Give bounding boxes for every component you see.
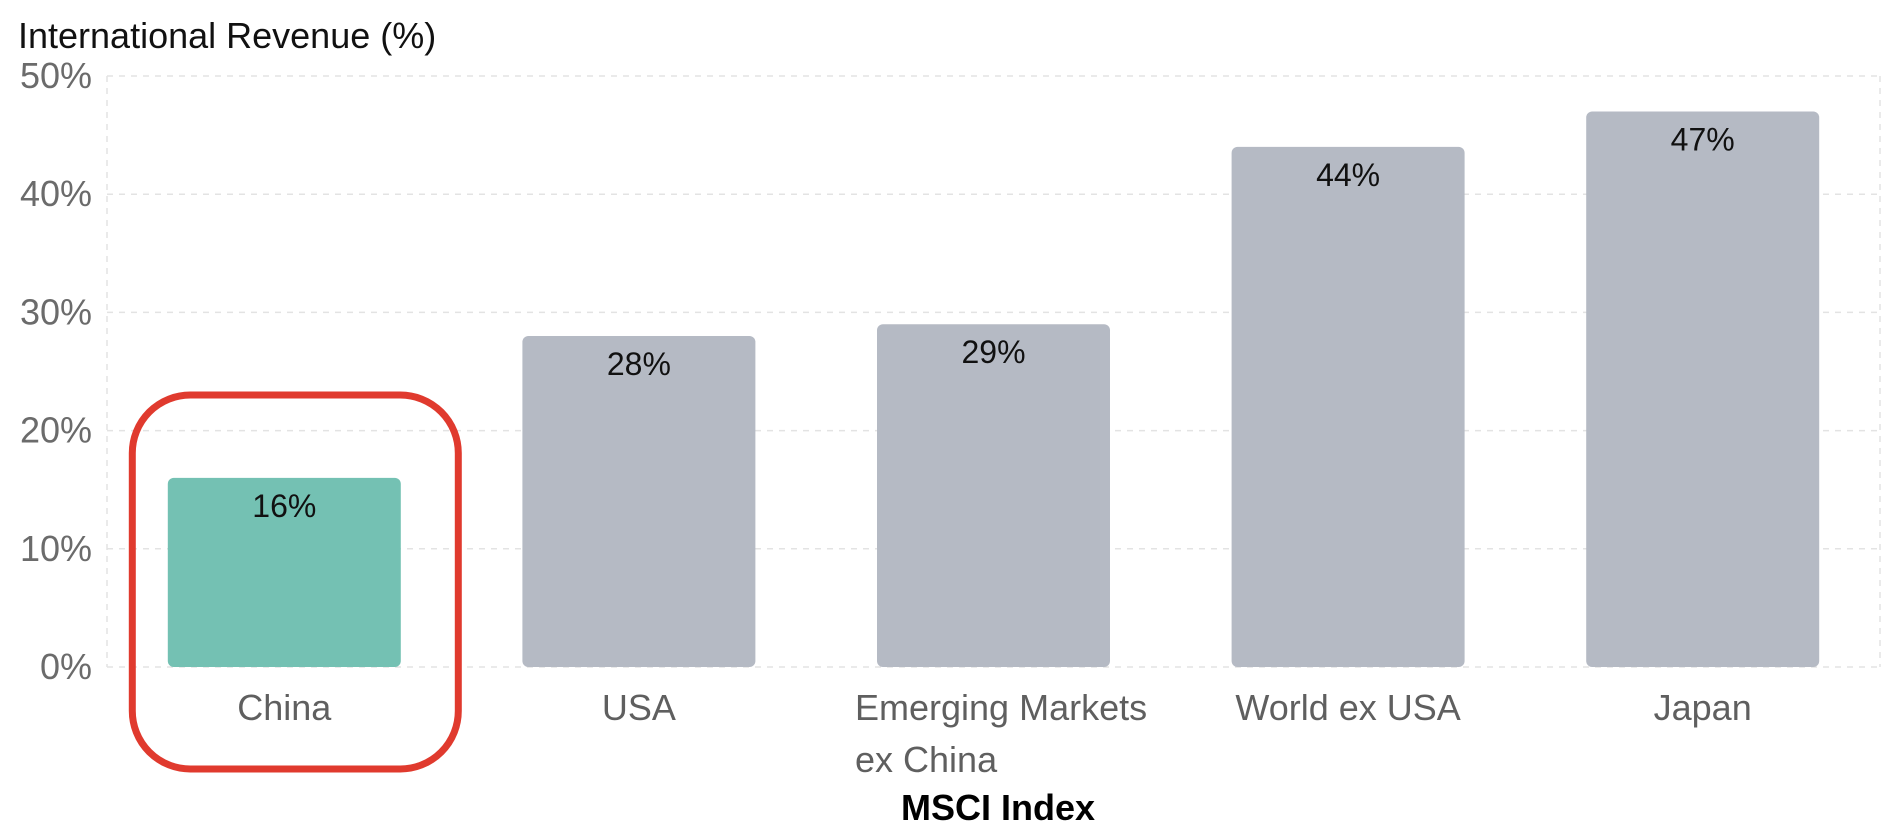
- y-tick-label: 0%: [40, 646, 92, 687]
- data-label: 29%: [961, 334, 1025, 370]
- y-axis-ticks: 0% 10% 20% 30% 40% 50%: [20, 55, 92, 687]
- bar: [877, 324, 1110, 667]
- x-tick-label: USA: [602, 687, 676, 728]
- bar: [1586, 111, 1820, 667]
- bars: [167, 111, 1820, 668]
- data-label: 44%: [1316, 157, 1380, 193]
- bar: [1231, 146, 1465, 668]
- bar: [522, 336, 756, 667]
- x-tick-label: Japan: [1654, 687, 1752, 728]
- x-axis-label: MSCI Index: [901, 787, 1095, 828]
- highlight-box: [128, 391, 462, 773]
- x-tick-label: ex China: [855, 739, 998, 780]
- y-tick-label: 40%: [20, 173, 92, 214]
- data-label: 28%: [607, 346, 671, 382]
- y-tick-label: 20%: [20, 410, 92, 451]
- x-tick-label: China: [237, 687, 332, 728]
- y-tick-label: 10%: [20, 528, 92, 569]
- bar: [167, 477, 401, 667]
- data-label: 16%: [252, 488, 316, 524]
- data-label: 47%: [1671, 121, 1735, 157]
- x-tick-label: Emerging Markets: [855, 687, 1147, 728]
- highlight-annotation: [128, 391, 462, 773]
- data-labels: 16% 28% 29% 44% 47%: [252, 121, 1734, 523]
- x-axis-ticks: China USA Emerging Markets ex China World ex…: [237, 687, 1751, 780]
- gridlines: [106, 75, 1881, 668]
- x-tick-label: World ex USA: [1235, 687, 1460, 728]
- y-axis-label: International Revenue (%): [18, 15, 436, 56]
- y-tick-label: 30%: [20, 291, 92, 332]
- y-tick-label: 50%: [20, 55, 92, 96]
